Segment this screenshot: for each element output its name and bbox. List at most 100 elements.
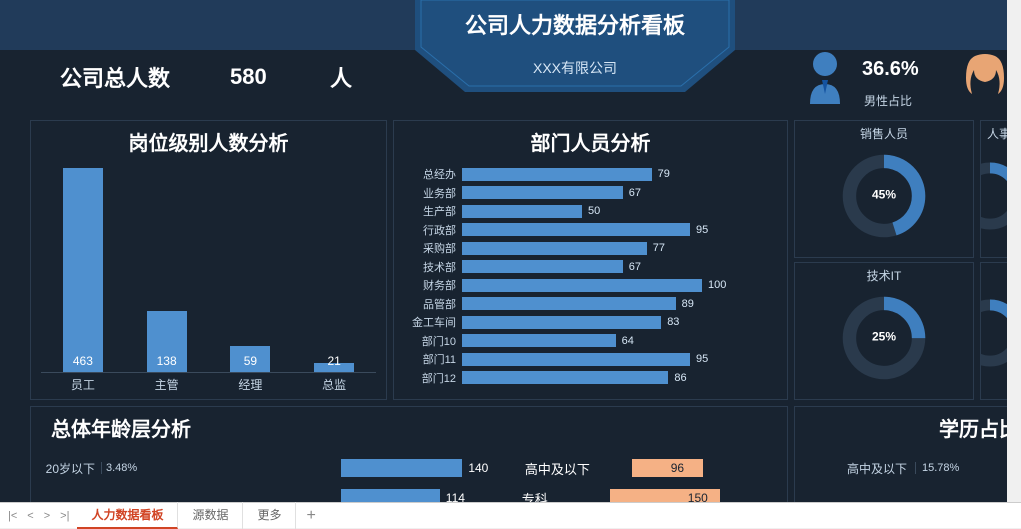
dept-bar [462, 371, 668, 384]
age-label: 20岁以下 [41, 460, 101, 477]
job-level-bar: 463 [63, 168, 103, 372]
dept-label: 行政部 [412, 222, 462, 238]
male-icon [800, 50, 850, 107]
edu-row: 高中及以下15.78% [845, 455, 959, 481]
dept-label: 生产部 [412, 203, 462, 219]
dept-label: 业务部 [412, 185, 462, 201]
age-category: 高中及以下 [512, 459, 602, 478]
donut-pct-1: 45% [872, 188, 896, 202]
dept-label: 采购部 [412, 240, 462, 256]
panel-department: 部门人员分析 总经办79业务部 67 生产部 50 行政部 95 采购部 77 技术部67财务部… [393, 120, 788, 400]
dept-bar [462, 168, 652, 181]
job-level-bar: 21 [314, 363, 354, 372]
panel-education: 学历占比 高中及以下15.78% [794, 406, 1007, 502]
panel-donut-sales: 销售人员 45% [794, 120, 974, 258]
tab-first-icon[interactable]: |< [8, 510, 17, 522]
dept-row: 总经办79 [412, 165, 777, 184]
dept-label: 金工车间 [412, 314, 462, 330]
panel-donut-hr: 人事 [980, 120, 1007, 258]
dept-row: 部门1286 [412, 369, 777, 388]
dept-value: 100 [702, 279, 726, 291]
dept-label: 财务部 [412, 277, 462, 293]
panel-donut-4 [980, 262, 1007, 400]
bar-value: 21 [314, 354, 354, 368]
job-level-bars: 463 138 59 21 [41, 165, 376, 373]
dept-value: 77 [647, 242, 665, 254]
edu-label: 高中及以下 [845, 460, 915, 477]
dept-bar [462, 297, 676, 310]
dept-bar [462, 353, 690, 366]
dept-bar [462, 205, 582, 218]
dept-value: 89 [676, 298, 694, 310]
job-level-title: 岗位级别人数分析 [31, 121, 386, 166]
dept-value: 64 [616, 335, 634, 347]
dept-row: 金工车间 83 [412, 313, 777, 332]
panel-donut-tech: 技术IT 25% [794, 262, 974, 400]
donut-chart-1: 45% [795, 142, 973, 244]
sheet-tab[interactable]: 人力数据看板 [77, 502, 178, 529]
age-value-2: 96 [665, 461, 684, 475]
dept-bar [462, 279, 702, 292]
age-title: 总体年龄层分析 [51, 413, 191, 442]
dept-label: 总经办 [412, 166, 462, 182]
age-row: 20岁以下3.48% 140高中及以下 96 [41, 455, 781, 481]
age-value-1: 114 [440, 491, 490, 502]
dept-label: 部门11 [412, 351, 462, 367]
dept-bar [462, 223, 690, 236]
dept-value: 67 [623, 187, 641, 199]
dept-bar [462, 186, 623, 199]
age-pct: 3.48% [101, 462, 151, 474]
sheet-tab[interactable]: 更多 [243, 502, 296, 529]
dept-label: 品管部 [412, 296, 462, 312]
dept-row: 部门10 64 [412, 332, 777, 351]
dept-bar [462, 260, 623, 273]
tab-next-icon[interactable]: > [44, 510, 50, 522]
dept-row: 品管部 89 [412, 295, 777, 314]
dept-value: 86 [668, 372, 686, 384]
tab-nav: |< < > >| [0, 510, 77, 522]
total-unit: 人 [330, 61, 352, 93]
dept-title: 部门人员分析 [394, 121, 787, 166]
age-category: 专科 [490, 489, 580, 503]
age-value-1: 140 [462, 461, 512, 475]
tab-prev-icon[interactable]: < [27, 510, 33, 522]
company-name: XXX有限公司 [415, 58, 735, 78]
dept-row: 财务部 100 [412, 276, 777, 295]
tab-add-icon[interactable]: + [296, 507, 325, 525]
dept-row: 技术部67 [412, 258, 777, 277]
dept-value: 83 [661, 316, 679, 328]
female-icon [960, 50, 1007, 107]
donut-pct-3: 25% [872, 330, 896, 344]
dashboard-title: 公司人力数据分析看板 [415, 8, 735, 40]
sheet-tabs: |< < > >| 人力数据看板源数据更多 + [0, 502, 1021, 528]
male-label: 男性占比 [864, 92, 912, 109]
dept-value: 50 [582, 205, 600, 217]
job-level-bar: 59 [230, 346, 270, 372]
dept-bar [462, 334, 616, 347]
bar-value: 138 [147, 354, 187, 368]
donut-title-1: 销售人员 [795, 121, 973, 142]
bar-category: 员工 [63, 376, 103, 393]
age-value-2: 150 [682, 491, 708, 502]
dept-value: 95 [690, 353, 708, 365]
dept-row: 采购部 77 [412, 239, 777, 258]
donut-chart-3: 25% [795, 284, 973, 386]
bar-value: 59 [230, 354, 270, 368]
edu-title: 学历占比 [939, 413, 1007, 442]
age-row: 114专科 150 [41, 485, 781, 502]
donut-title-2: 人事 [981, 121, 1007, 142]
panel-age: 总体年龄层分析 20岁以下3.48% 140高中及以下 96 114专科 150 [30, 406, 788, 502]
job-level-bar: 138 [147, 311, 187, 372]
dept-row: 业务部 67 [412, 184, 777, 203]
tab-last-icon[interactable]: >| [60, 510, 69, 522]
sheet-tab[interactable]: 源数据 [178, 502, 243, 529]
dept-bars: 总经办79业务部 67 生产部 50 行政部 95 采购部 77 技术部67财务部 100 品管部 8… [412, 165, 777, 391]
dept-label: 技术部 [412, 259, 462, 275]
dept-row: 行政部 95 [412, 221, 777, 240]
panel-job-level: 岗位级别人数分析 4631385921 员工主管经理总监 [30, 120, 387, 400]
dept-value: 95 [690, 224, 708, 236]
male-percent: 36.6% [862, 58, 919, 81]
dept-label: 部门10 [412, 333, 462, 349]
dept-bar [462, 242, 647, 255]
donut-title-3: 技术IT [795, 263, 973, 284]
